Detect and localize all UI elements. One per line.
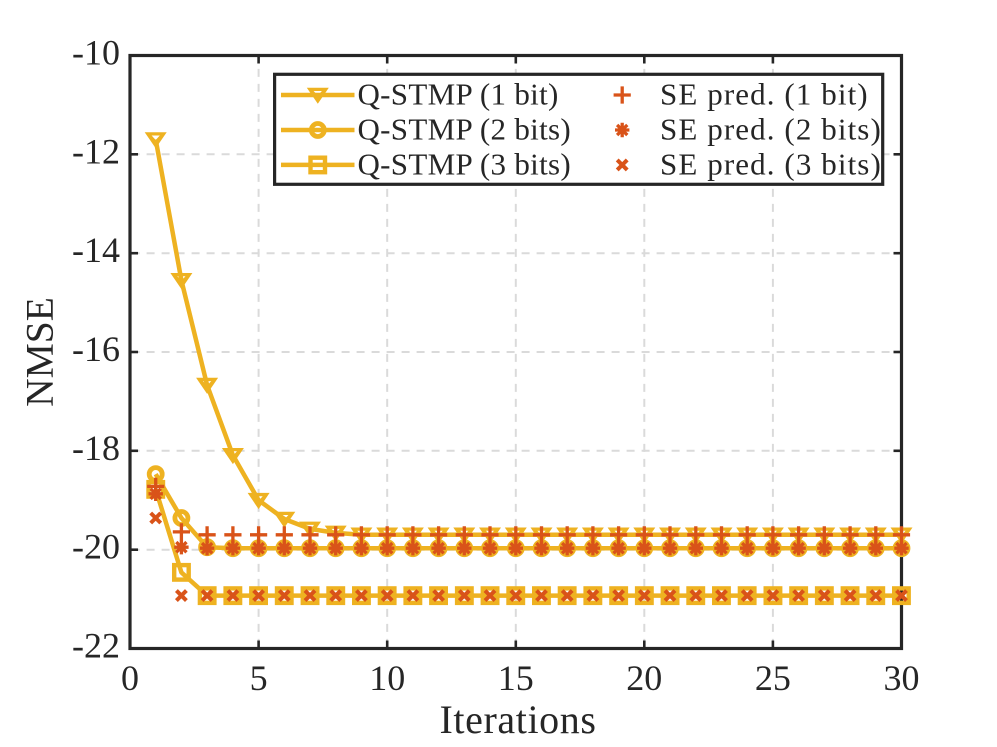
- svg-text:-20: -20: [72, 527, 120, 567]
- svg-text:10: 10: [369, 658, 405, 698]
- svg-text:Q-STMP (2 bits): Q-STMP (2 bits): [358, 112, 571, 147]
- svg-text:-18: -18: [72, 428, 120, 468]
- svg-text:Q-STMP (3 bits): Q-STMP (3 bits): [358, 146, 571, 181]
- svg-text:SE pred. (3 bits): SE pred. (3 bits): [660, 146, 882, 181]
- svg-text:15: 15: [498, 658, 534, 698]
- svg-text:-14: -14: [72, 230, 120, 270]
- svg-text:Iterations: Iterations: [439, 697, 596, 742]
- svg-text:30: 30: [884, 658, 920, 698]
- svg-text:5: 5: [250, 658, 268, 698]
- svg-text:SE pred. (1 bit): SE pred. (1 bit): [660, 77, 869, 112]
- svg-text:-22: -22: [72, 626, 120, 666]
- svg-text:-10: -10: [72, 33, 120, 73]
- svg-text:NMSE: NMSE: [18, 297, 62, 407]
- svg-text:-12: -12: [72, 131, 120, 171]
- svg-text:0: 0: [121, 658, 139, 698]
- svg-text:SE pred. (2 bits): SE pred. (2 bits): [660, 112, 882, 147]
- svg-text:-16: -16: [72, 329, 120, 369]
- svg-text:20: 20: [626, 658, 662, 698]
- svg-text:25: 25: [755, 658, 791, 698]
- svg-text:Q-STMP (1 bit): Q-STMP (1 bit): [358, 77, 559, 112]
